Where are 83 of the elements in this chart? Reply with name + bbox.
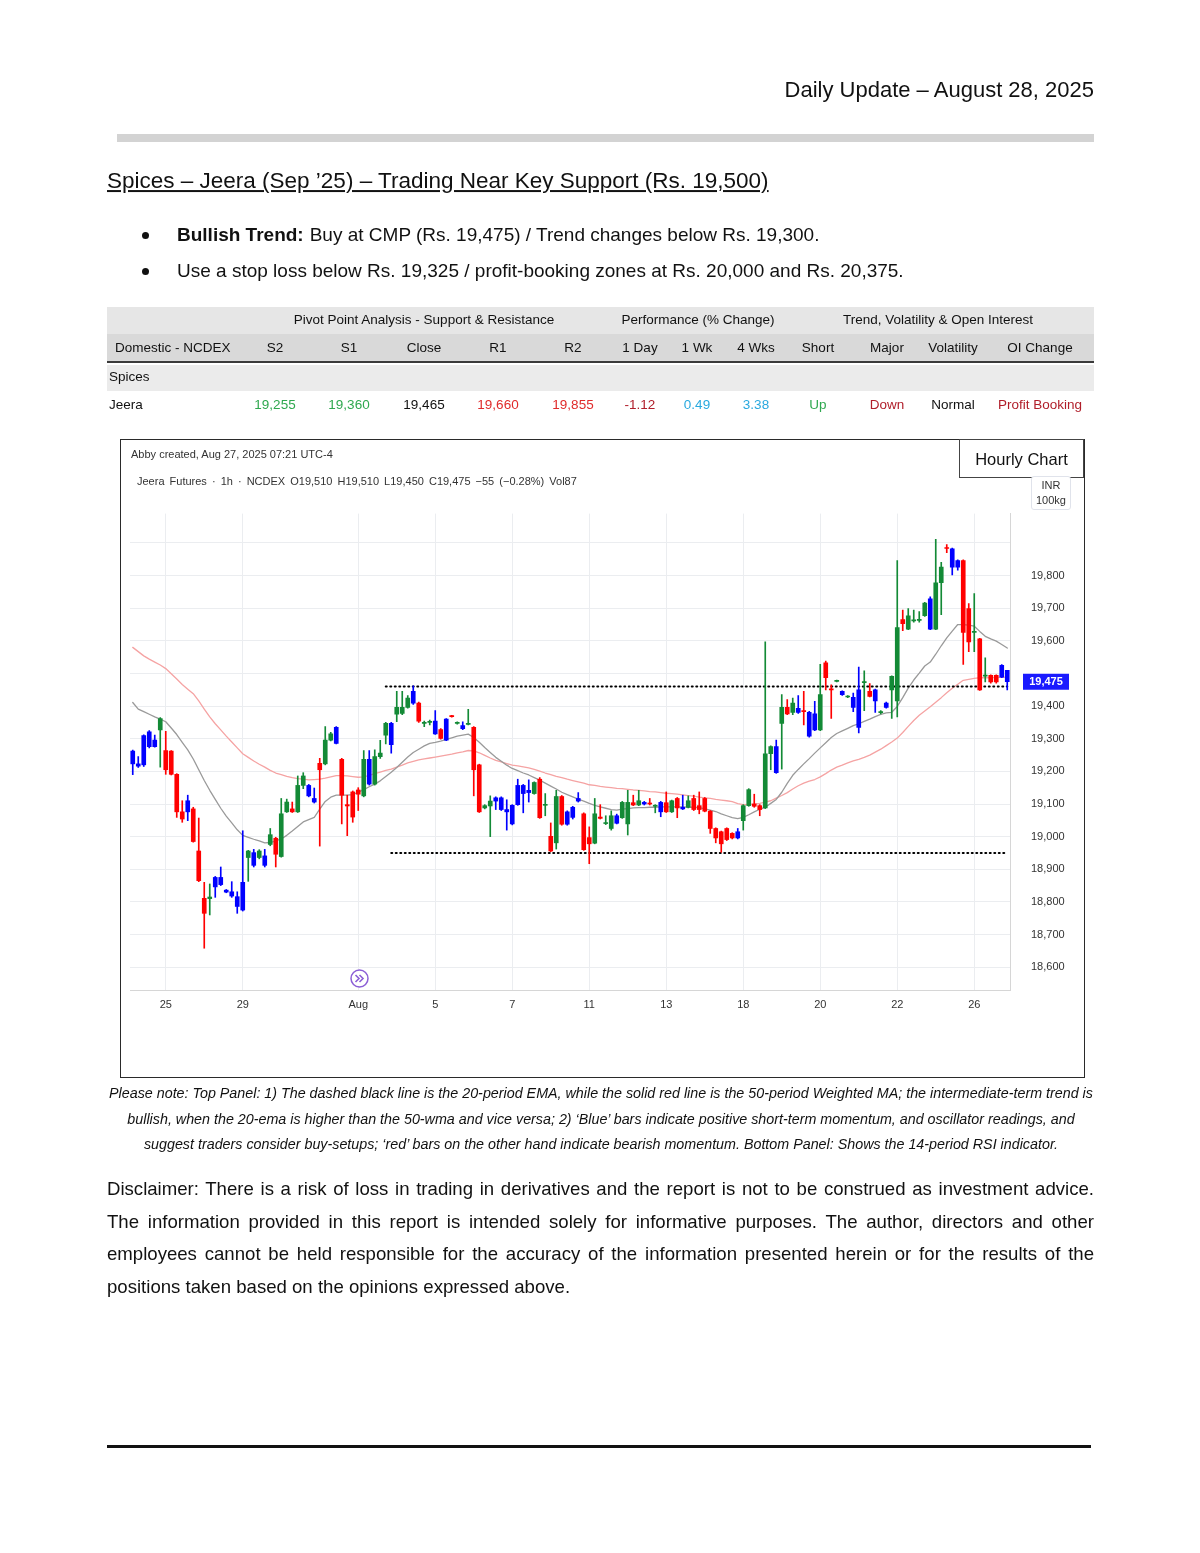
text: 19,360 — [328, 397, 370, 413]
candlestick — [779, 694, 785, 770]
x-tick-label: 7 — [509, 997, 516, 1010]
candlestick — [861, 670, 867, 712]
y-tick-label: 19,200 — [1031, 764, 1065, 777]
text: 19,855 — [552, 397, 594, 413]
text: 19,255 — [254, 397, 296, 413]
text: OI Change — [1007, 340, 1073, 356]
x-tick-label: 22 — [891, 997, 904, 1010]
text: Spices — [109, 369, 150, 385]
candlestick — [542, 793, 548, 817]
text: Pivot Point Analysis - Support & Resistance — [293, 312, 555, 328]
y-tick-label: 18,600 — [1031, 960, 1065, 973]
candlestick — [207, 883, 213, 916]
text: Buy at CMP (Rs. 19,475) / Trend changes below Rs. 19,300. — [309, 224, 820, 246]
candlestick — [157, 717, 163, 768]
text: Profit Booking — [997, 397, 1083, 413]
x-tick-label: 11 — [583, 997, 595, 1010]
text: 1 Wk — [681, 340, 713, 356]
text: R1 — [489, 340, 507, 356]
candlestick — [900, 609, 906, 632]
x-tick-label: 18 — [737, 997, 750, 1010]
text: 19,475 — [1029, 675, 1063, 688]
candlestick — [201, 881, 207, 949]
candlestick — [652, 804, 658, 814]
candlestick — [465, 709, 471, 726]
y-tick-label: 19,800 — [1031, 568, 1065, 581]
text: Volatility — [928, 340, 978, 356]
y-tick-label: 19,100 — [1031, 797, 1065, 810]
text: Bullish Trend: — [177, 224, 304, 246]
y-tick-label: 18,800 — [1031, 894, 1065, 907]
text: Performance (% Change) — [621, 312, 775, 328]
candlestick — [795, 695, 801, 714]
candlestick — [845, 695, 851, 698]
chart-title: Spices – Jeera (Sep ’25) – Trading Near Key Support (Rs. 19,500) — [107, 168, 769, 194]
x-tick-label: 26 — [968, 997, 981, 1010]
x-tick-label: 13 — [660, 997, 673, 1010]
text: 19,465 — [403, 397, 445, 413]
y-tick-label: 19,400 — [1031, 699, 1065, 712]
candlestick — [801, 691, 807, 726]
candlestick — [828, 684, 834, 719]
text: Use a stop loss below Rs. 19,325 / profit-booking zones at Rs. 20,000 and Rs. 20,375. — [177, 260, 904, 282]
text: Hourly Chart — [975, 449, 1068, 468]
text: R2 — [564, 340, 582, 356]
text: 1 Day — [622, 340, 658, 356]
text: Down — [869, 397, 905, 413]
y-tick-label: 19,000 — [1031, 829, 1065, 842]
y-tick-label: 19,300 — [1031, 731, 1065, 744]
text: S1 — [340, 340, 358, 356]
candlestick — [680, 794, 686, 810]
text: S2 — [266, 340, 284, 356]
text: 4 Wks — [737, 340, 775, 356]
chart-subtitle: Jeera Futures · 1h · NCDEX O19,510 H19,510 L19,450 C19,475 −55 (−0.28%) Vol87 — [137, 474, 577, 488]
candlestick — [597, 804, 603, 820]
text: Disclaimer: There is a risk of loss in trading in derivatives and the report is not to be construed as investment advice. The information provided in this report is intended solely for informative purposes. The author, directors and other employees cannot be held responsible for the accuracy of the information presented herein or for the results of the positions taken based on the opinions expressed above. — [107, 1177, 1094, 1299]
text: Domestic - NCDEX — [115, 340, 231, 356]
text: Abby created, Aug 27, 2025 07:21 UTC-4 — [131, 447, 333, 461]
candlestick — [317, 758, 323, 847]
text: Trend, Volatility & Open Interest — [842, 312, 1034, 328]
x-tick-label: 5 — [432, 997, 439, 1010]
y-tick-label: 18,700 — [1031, 927, 1065, 940]
y-tick-label: 19,700 — [1031, 601, 1065, 614]
text: 19,660 — [477, 397, 519, 413]
text: Up — [809, 397, 827, 413]
text: -1.12 — [624, 397, 656, 413]
x-tick-label: 25 — [159, 997, 172, 1010]
candlestick — [245, 850, 251, 882]
candlestick — [944, 544, 950, 554]
x-tick-label: Aug — [348, 997, 369, 1010]
text: Daily Update – August 28, 2025 — [784, 77, 1094, 103]
text: 0.49 — [683, 397, 711, 413]
y-tick-label: 19,600 — [1031, 633, 1065, 646]
text: Major — [870, 340, 904, 356]
x-tick-label: 29 — [236, 997, 249, 1010]
text: Please note: Top Panel: 1) The dashed black line is the 20-period EMA, while the solid red line is the 50-period Weighted MA; the intermediate-term trend is bullish, when the 20-ema is higher than the 50-wma and vice versa; 2) ‘Blue’ bars indicate positive short-term momentum, and oscillator readings, and suggest traders consider buy-setups; ‘red’ bars on the other hand indicate bearish momentum. Bottom Panel: Shows the 14-period RSI indicator. — [108, 1084, 1094, 1154]
y-tick-label: 18,900 — [1031, 862, 1065, 875]
text: Jeera — [109, 397, 143, 413]
text: Normal — [931, 397, 975, 413]
text: Close — [406, 340, 442, 356]
text: 3.38 — [742, 397, 770, 413]
candlestick — [971, 593, 977, 652]
x-tick-label: 20 — [814, 997, 827, 1010]
text: Short — [801, 340, 835, 356]
